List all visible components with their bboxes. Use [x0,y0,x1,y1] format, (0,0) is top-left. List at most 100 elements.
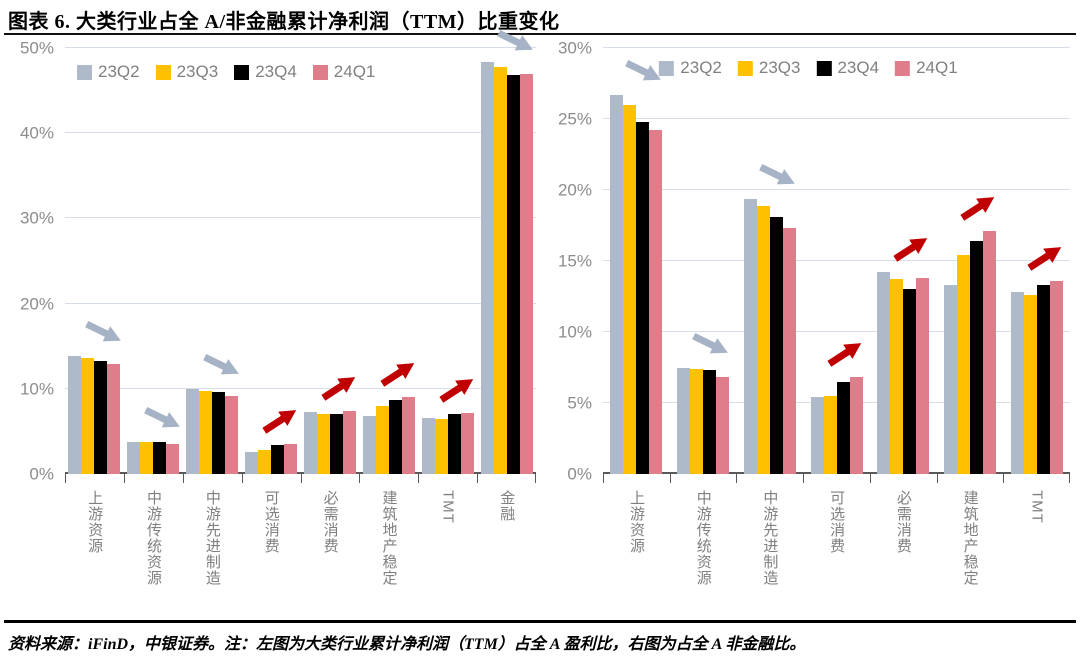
y-tick-label: 5% [567,393,592,413]
x-axis-line [65,472,536,474]
gridline [603,189,1070,191]
bar-23Q3 [690,368,704,474]
bar-23Q4 [153,441,167,474]
bar-23Q4 [212,392,226,474]
category-label-cell: 必需消费 [870,484,937,614]
x-tick-mark [869,474,871,483]
category-label-cell: 中游先进制造 [183,484,242,614]
legend-item: 23Q3 [737,58,801,78]
y-tick-label: 0% [567,464,592,484]
trend-down-arrow-icon [84,321,124,344]
bar-group [301,48,360,474]
bar-24Q1 [460,412,474,474]
x-tick-mark [359,474,361,483]
gridline [65,47,536,48]
y-tick-label: 30% [557,38,592,58]
legend-swatch-icon [816,60,832,76]
category-label: TMT [439,490,457,524]
bar-23Q4 [836,381,850,474]
trend-up-arrow-icon [825,343,865,368]
bar-23Q2 [127,442,141,474]
bar-23Q3 [956,255,970,474]
bar-23Q2 [480,62,494,474]
bar-24Q1 [284,444,298,474]
legend-item: 24Q1 [312,62,375,82]
x-tick-mark [477,474,479,483]
legend-swatch-icon [234,64,250,80]
category-label: 上游资源 [86,490,104,554]
gridline [603,331,1070,333]
bar-group [65,48,124,474]
bar-23Q2 [943,285,957,474]
y-tick-label: 30% [19,208,54,228]
source-note: 资料来源：iFinD，中银证券。注：左图为大类行业累计净利润（TTM）占全 A … [8,636,806,653]
trend-up-arrow-icon [891,238,931,263]
bar-23Q3 [623,104,637,474]
bar-group [937,48,1004,474]
legend-item: 23Q4 [816,58,879,78]
y-tick-label: 15% [557,251,592,271]
y-axis: 0% 5% 10% 15% 20% 25% 30% [546,40,596,483]
x-tick-mark [1069,474,1070,483]
bar-group [803,48,870,474]
x-tick-mark [936,474,938,483]
bar-23Q4 [447,414,461,474]
bar-group [359,48,418,474]
x-tick-mark [65,474,66,483]
bar-23Q2 [421,417,435,474]
x-tick-mark [1003,474,1005,483]
legend-label: 23Q2 [98,62,140,81]
bar-24Q1 [1049,280,1063,474]
bar-23Q4 [271,445,285,474]
plot-area: 23Q2 23Q3 23Q4 24Q1 [65,30,536,483]
gridline [65,217,536,219]
y-tick-label: 20% [557,180,592,200]
trend-up-arrow-icon [319,377,359,401]
gridline [603,47,1070,48]
y-tick-label: 50% [19,38,54,58]
x-tick-mark [300,474,302,483]
bar-groups [603,48,1070,474]
y-tick-label: 10% [557,322,592,342]
category-label: 可选消费 [828,490,846,554]
figure-title: 图表 6. 大类行业占全 A/非金融累计净利润（TTM）比重变化 [8,11,560,33]
bar-24Q1 [716,377,730,474]
bar-24Q1 [401,397,415,474]
bar-group [242,48,301,474]
legend-label: 23Q2 [680,58,722,77]
bar-23Q3 [316,413,330,474]
bar-23Q3 [823,395,837,474]
category-label-cell: 必需消费 [301,484,360,614]
bar-group [1003,48,1070,474]
gridline [65,302,536,304]
bar-23Q2 [303,411,317,474]
y-tick-label: 10% [19,379,54,399]
bar-24Q1 [342,410,356,474]
trend-down-arrow-icon [143,406,183,430]
legend-swatch-icon [737,60,753,76]
category-label-cell: 中游传统资源 [124,484,183,614]
bar-23Q4 [1036,285,1050,474]
trend-up-arrow-icon [958,197,998,221]
x-tick-mark [418,474,420,483]
bar-23Q2 [743,198,757,474]
x-tick-mark [669,474,671,483]
y-axis: 0% 10% 20% 30% 40% 50% [8,40,58,483]
bar-group [870,48,937,474]
legend-label: 23Q4 [837,58,880,77]
category-label-cell: TMT [418,484,477,614]
category-label-cell: 金融 [477,484,536,614]
bar-24Q1 [782,228,796,474]
category-label: 可选消费 [262,490,280,554]
bar-23Q4 [769,216,783,474]
legend-item: 24Q1 [895,58,958,78]
title-divider [4,33,1076,35]
bar-24Q1 [849,377,863,474]
category-label: 建筑地产稳定 [961,490,979,586]
bar-23Q3 [199,390,213,474]
bar-24Q1 [519,74,533,474]
legend-label: 23Q3 [758,58,801,77]
plot-area: 23Q2 23Q3 23Q4 24Q1 [603,47,1070,483]
bar-23Q3 [1023,295,1037,474]
